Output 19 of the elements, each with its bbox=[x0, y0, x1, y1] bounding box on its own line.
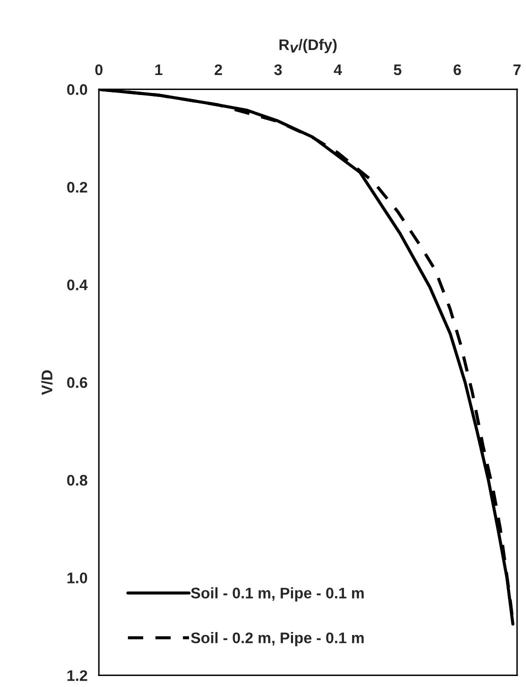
y-tick-label: 0.0 bbox=[67, 84, 88, 95]
y-tick-label: 0.2 bbox=[67, 182, 88, 193]
x-tick-label: 3 bbox=[274, 64, 282, 76]
x-tick-label: 2 bbox=[214, 64, 222, 76]
x-axis-title: R$_{V}$/(Dfy) bbox=[280, 38, 337, 54]
legend-label: Soil - 0.1 m, Pipe - 0.1 m bbox=[190, 587, 364, 602]
y-tick-label: 0.8 bbox=[67, 474, 88, 486]
legend-label: Soil - 0.2 m, Pipe - 0.1 m bbox=[190, 632, 364, 646]
x-tick-label: 6 bbox=[454, 64, 462, 76]
x-tick-label: 7 bbox=[513, 64, 521, 76]
y-tick-label: 0.6 bbox=[67, 377, 88, 388]
x-tick-label: 5 bbox=[394, 64, 402, 76]
y-tick-label: 1.2 bbox=[68, 670, 88, 681]
x-tick-label: 1 bbox=[155, 64, 162, 76]
y-axis-title: V/D bbox=[41, 370, 53, 395]
x-tick-label: 4 bbox=[334, 64, 342, 76]
y-tick-label: 0.4 bbox=[67, 280, 88, 290]
x-tick-label: 0 bbox=[95, 64, 103, 76]
y-tick-label: 1.0 bbox=[68, 572, 88, 584]
